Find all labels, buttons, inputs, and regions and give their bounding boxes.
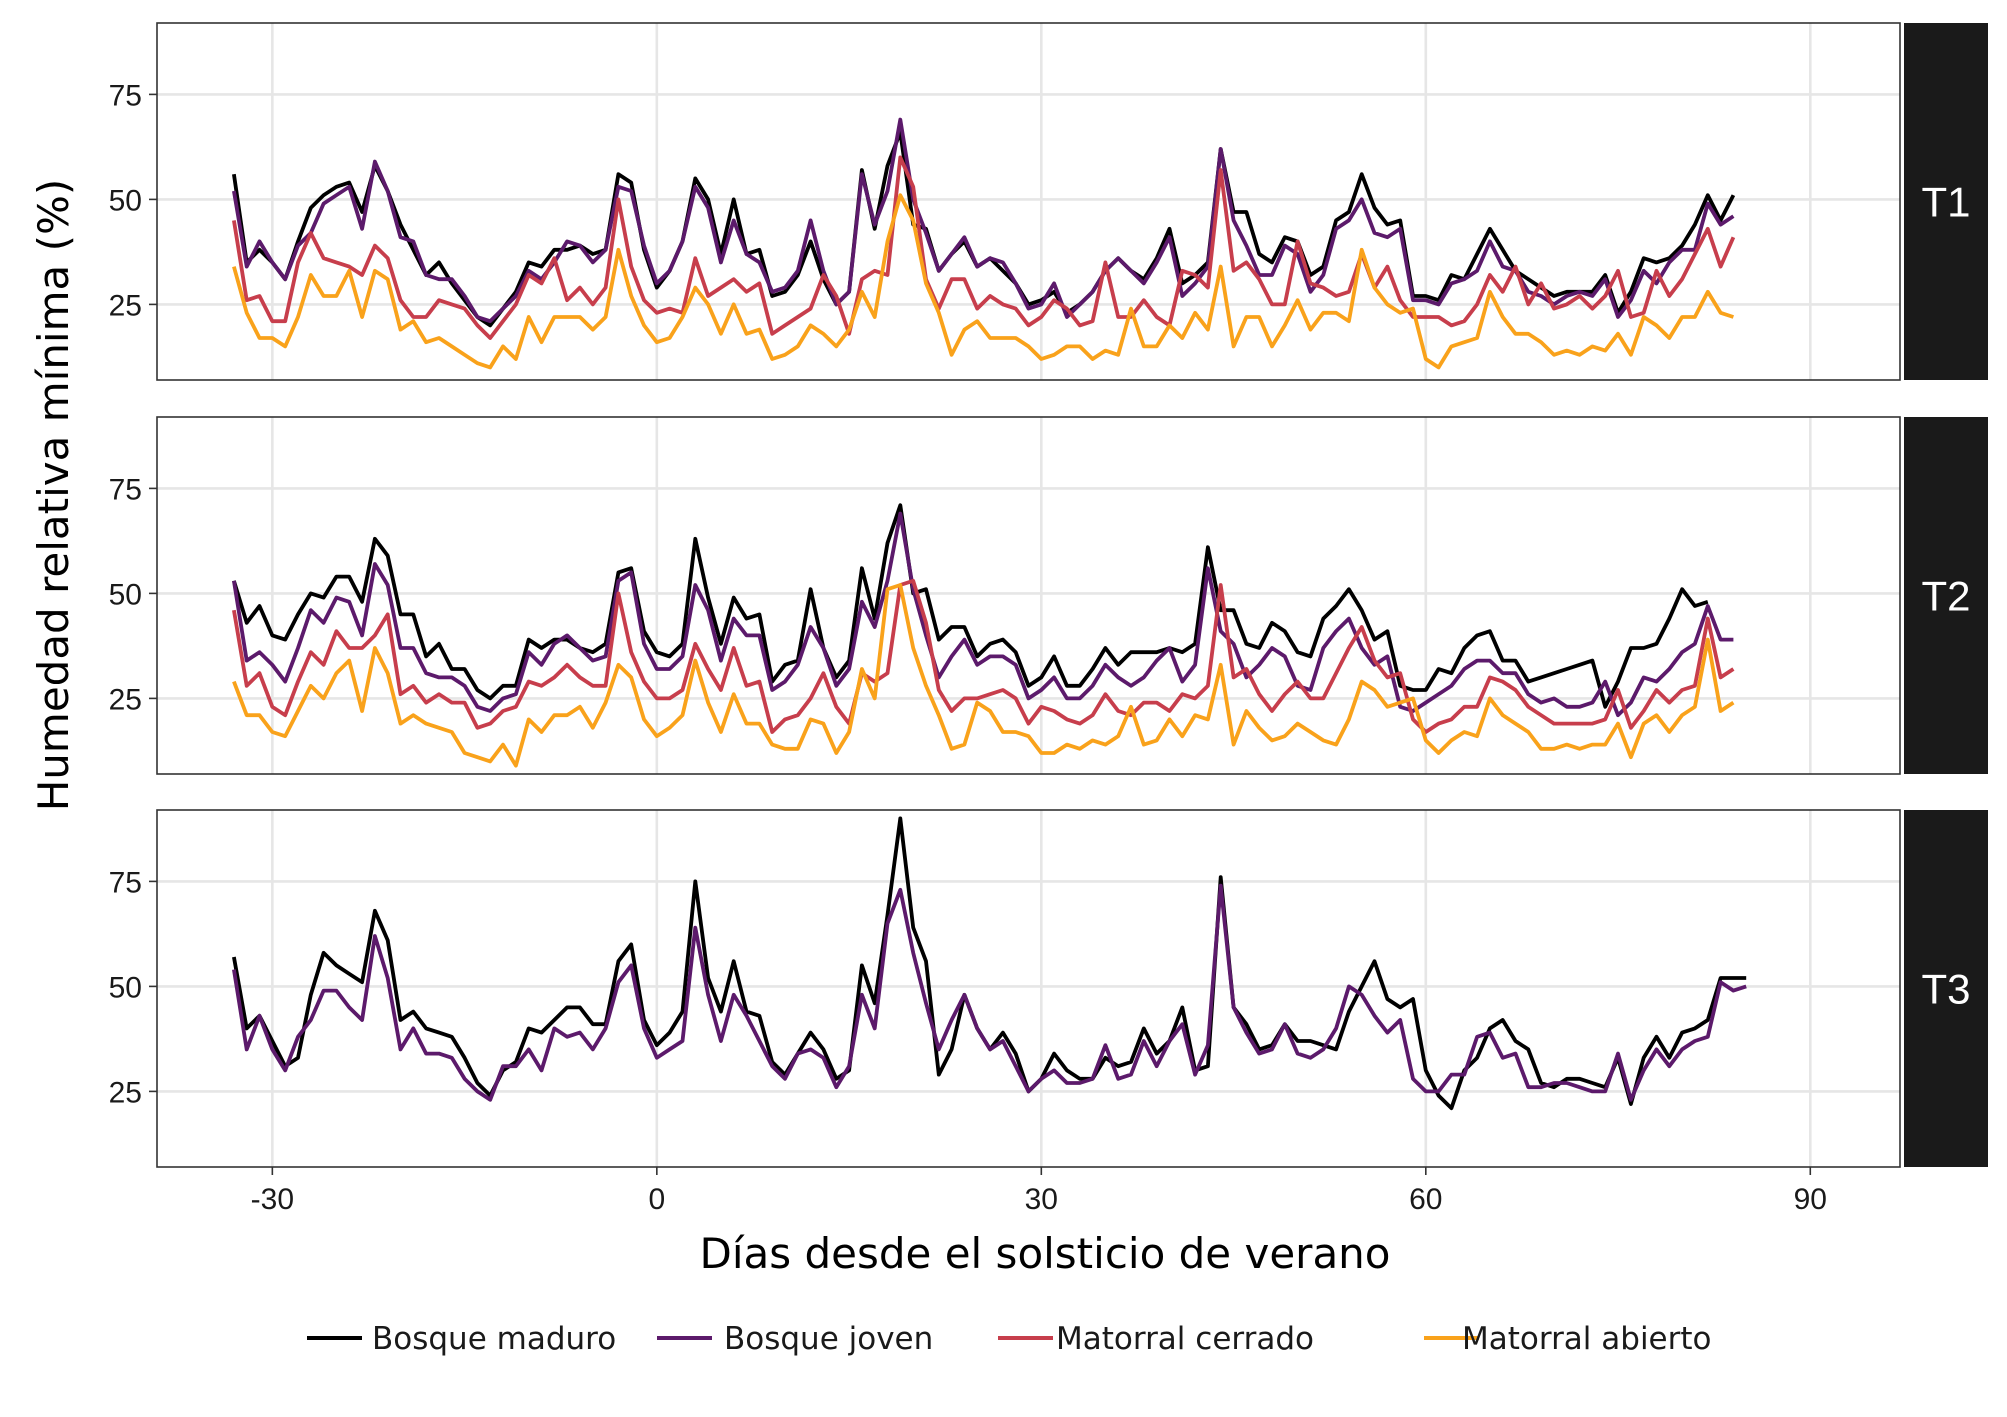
legend-label: Bosque maduro	[372, 1321, 616, 1357]
panel-background	[157, 417, 1900, 774]
series-line-matorral_cerrado	[232, 155, 1736, 340]
legend-item-bosque_joven: Bosque joven	[657, 1321, 933, 1357]
x-tick-label: 90	[1794, 1183, 1827, 1216]
y-tick-label: 25	[109, 683, 142, 716]
y-tick-label: 75	[109, 79, 142, 112]
legend-item-bosque_maduro: Bosque maduro	[307, 1321, 616, 1357]
panel-background	[157, 23, 1900, 380]
series-line-bosque_joven	[232, 117, 1735, 324]
facet-strip	[1904, 810, 1988, 1167]
facet-strip-label: T3	[1921, 966, 1970, 1013]
series-line-matorral_cerrado	[232, 578, 1735, 734]
x-tick-label: 60	[1409, 1183, 1442, 1216]
panels-layer: 25 50 75 T1 25 50 75 T2 25 50 75 T3	[109, 22, 1988, 1168]
legend-label: Matorral abierto	[1462, 1321, 1712, 1357]
series-line-bosque_joven	[232, 511, 1734, 718]
series-line-matorral_abierto	[232, 193, 1734, 370]
facet-strip	[1904, 417, 1988, 774]
facet-strip-label: T1	[1921, 179, 1970, 226]
y-tick-label: 50	[109, 578, 142, 611]
legend: Bosque maduro Bosque joven Matorral cerrad…	[307, 1321, 1712, 1357]
panel-t2: 25 50 75 T2	[109, 416, 1988, 775]
series-line-bosque_joven	[232, 883, 1747, 1102]
x-axis: -30 0 30 60 90	[251, 1167, 1827, 1216]
x-tick-label: -30	[251, 1183, 294, 1216]
y-tick-label: 75	[109, 866, 142, 899]
x-tick-label: 0	[648, 1183, 665, 1216]
panel-border	[156, 416, 1901, 775]
panel-background	[157, 810, 1900, 1167]
y-axis-title: Humedad relativa mínima (%)	[29, 179, 78, 812]
legend-item-matorral_abierto: Matorral abierto	[1424, 1321, 1712, 1357]
y-tick-label: 50	[109, 971, 142, 1004]
y-tick-label: 50	[109, 184, 142, 217]
panel-t3: 25 50 75 T3	[109, 809, 1988, 1168]
y-tick-label: 25	[109, 1076, 142, 1109]
facet-strip-label: T2	[1921, 573, 1970, 620]
panel-border	[156, 809, 1901, 1168]
y-tick-label: 75	[109, 473, 142, 506]
legend-item-matorral_cerrado: Matorral cerrado	[998, 1321, 1314, 1357]
series-line-matorral_abierto	[232, 583, 1735, 768]
facet-strip	[1904, 23, 1988, 380]
panel-border	[156, 22, 1901, 381]
series-line-bosque_maduro	[232, 503, 1709, 709]
y-tick-label: 25	[109, 289, 142, 322]
x-tick-label: 30	[1025, 1183, 1058, 1216]
x-axis-title: Días desde el solsticio de verano	[699, 1229, 1390, 1278]
legend-label: Bosque joven	[724, 1321, 933, 1357]
panel-t1: 25 50 75 T1	[109, 22, 1988, 381]
legend-label: Matorral cerrado	[1056, 1321, 1314, 1357]
